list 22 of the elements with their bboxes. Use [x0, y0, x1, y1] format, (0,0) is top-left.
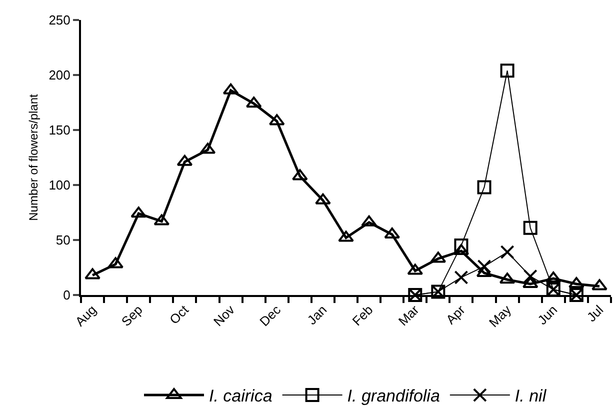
x-tick-label: Mar: [395, 302, 422, 329]
y-tick-label: 100: [48, 178, 70, 193]
y-tick-label: 150: [48, 122, 70, 138]
y-axis-title: Number of flowers/plant: [26, 93, 40, 221]
x-tick-label: Feb: [349, 302, 376, 329]
x-tick-label: Jan: [304, 302, 330, 328]
x-tick-label: Jun: [534, 302, 560, 328]
legend-label: I. nil: [514, 386, 548, 406]
legend-label: I. grandifolia: [347, 386, 440, 406]
x-tick-label: Oct: [166, 302, 192, 328]
legend-label: I. cairica: [209, 386, 272, 406]
y-tick-label: 50: [56, 232, 70, 248]
x-tick-label: Apr: [443, 302, 468, 328]
y-tick-label: 0: [63, 288, 70, 303]
x-tick-label: Dec: [256, 302, 284, 330]
x-tick-label: May: [486, 302, 514, 330]
x-tick-label: Nov: [210, 302, 238, 330]
y-tick-label: 200: [48, 68, 70, 83]
x-tick-label: Sep: [118, 302, 146, 330]
y-tick-label: 250: [48, 12, 70, 28]
x-tick-label: Jul: [584, 302, 606, 325]
x-tick-label: Aug: [72, 302, 100, 330]
